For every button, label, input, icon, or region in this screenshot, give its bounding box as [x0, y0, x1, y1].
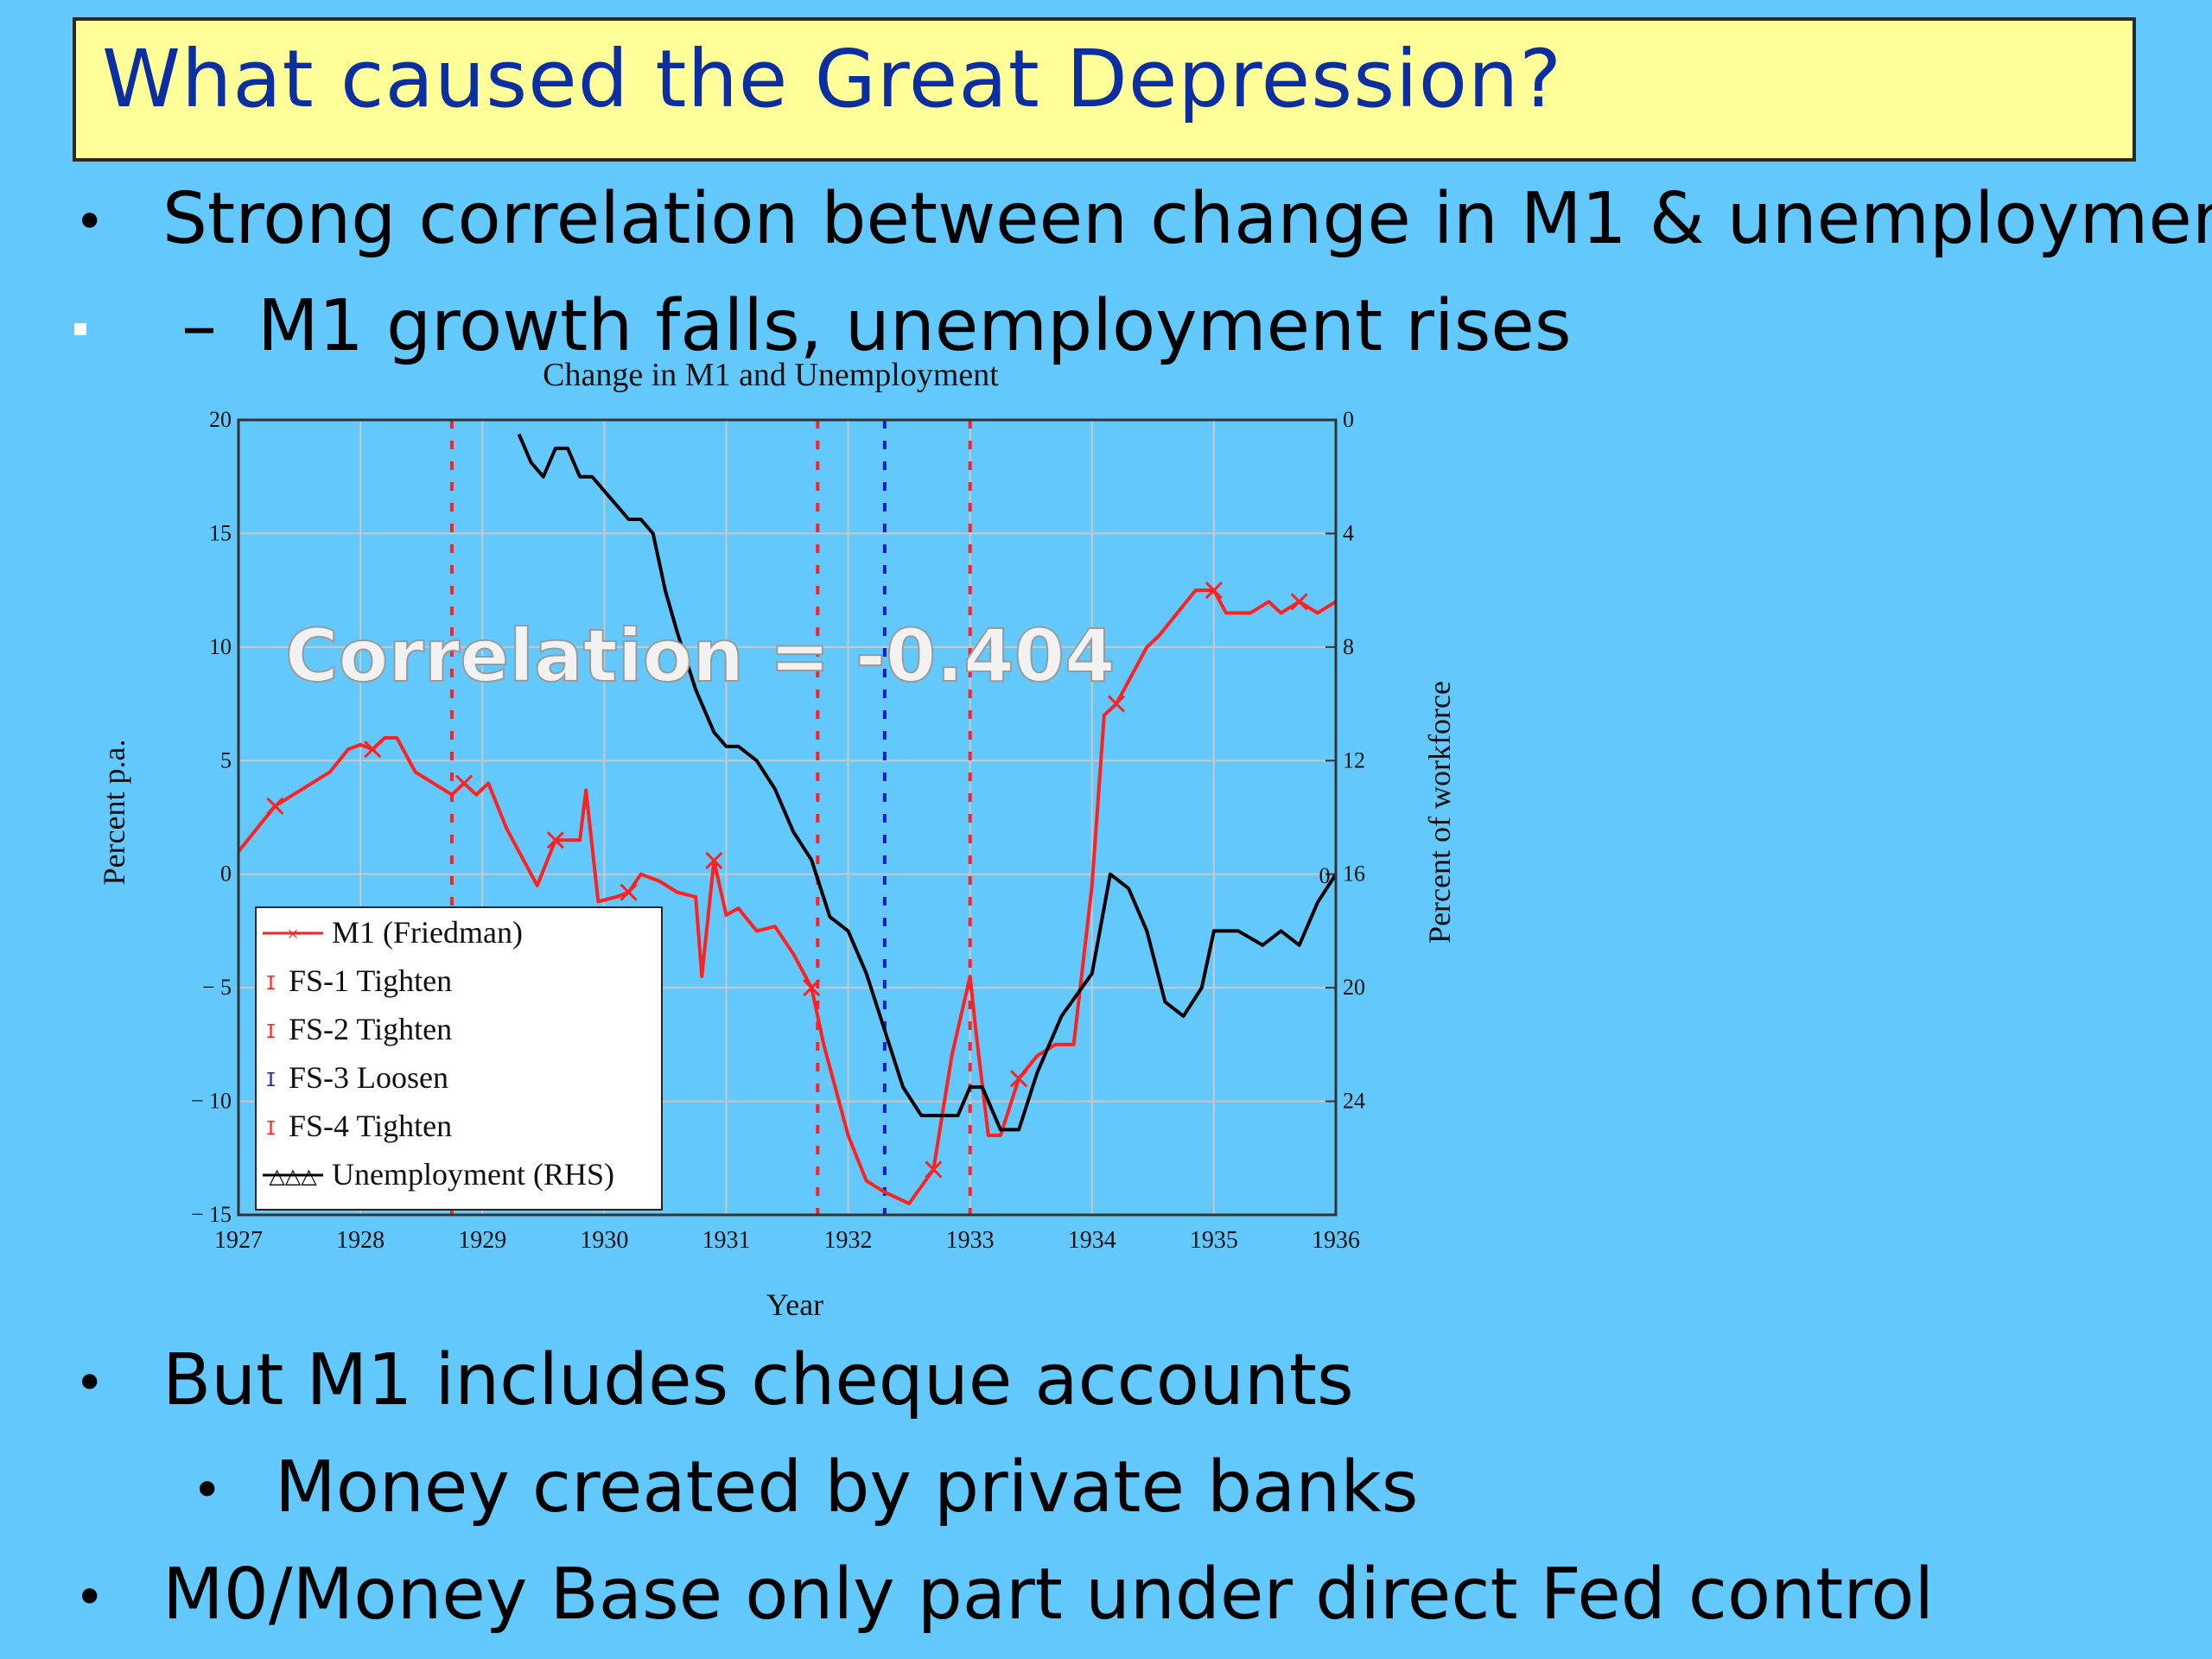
- m1-marker: [1107, 695, 1126, 713]
- chart-series: [238, 433, 1336, 1205]
- m1-marker: [364, 741, 382, 759]
- y-tick-label: 5: [220, 747, 232, 772]
- y2-tick-label: 0: [1343, 407, 1354, 432]
- x-tick-label: 1928: [336, 1227, 385, 1254]
- legend-marker: ⵊ: [266, 1117, 276, 1139]
- y-tick-label: 15: [209, 520, 232, 545]
- chart-legend: × M1 (Friedman) ⵊ FS-1 Tighten ⵊ FS-2 Tighten…: [255, 906, 663, 1211]
- sub-bullet-text: M1 growth falls, unemployment rises: [257, 285, 1572, 367]
- y-tick-label: 0: [220, 861, 232, 887]
- m1-marker: [266, 797, 284, 815]
- bullet-marker: •: [74, 1353, 105, 1414]
- m1-marker: [1205, 582, 1223, 600]
- y2-tick-label: 8: [1343, 634, 1354, 659]
- x-tick-label: 1936: [1312, 1227, 1360, 1254]
- dash-marker: –: [181, 285, 217, 367]
- unemployment-line: [517, 433, 1336, 1132]
- sub-bullet-text: Money created by private banks: [275, 1446, 1419, 1529]
- m1-marker: [1010, 1070, 1028, 1088]
- correlation-annotation: Correlation = -0.404: [285, 613, 1116, 698]
- y2-axis-label: Percent of workforce: [1422, 681, 1457, 944]
- y-tick-label: − 10: [191, 1089, 232, 1114]
- y-tick-label: − 15: [191, 1202, 232, 1227]
- legend-marker: ×: [287, 924, 299, 946]
- m1-marker: [1290, 593, 1308, 611]
- decorative-square: [74, 323, 86, 335]
- slide-title: What caused the Great Depression?: [102, 33, 1563, 125]
- x-tick-label: 1935: [1190, 1227, 1238, 1254]
- x-tick-label: 1932: [824, 1227, 873, 1254]
- m1-marker: [620, 883, 638, 901]
- x-tick-label: 1933: [946, 1227, 995, 1254]
- legend-box: [255, 906, 663, 1211]
- chart-title: Change in M1 and Unemployment: [543, 357, 999, 393]
- bullet-text: But M1 includes cheque accounts: [162, 1339, 1354, 1421]
- x-tick-label: 1927: [214, 1227, 263, 1254]
- legend-label: FS-1 Tighten: [289, 963, 452, 998]
- y2-tick-label: 16: [1343, 861, 1365, 887]
- m1-marker: [546, 831, 564, 849]
- m1-line: [238, 588, 1336, 1205]
- m1-marker: [803, 979, 821, 997]
- x-tick-label: 1929: [458, 1227, 506, 1254]
- legend-label: FS-4 Tighten: [289, 1109, 452, 1143]
- legend-marker: ⵊ: [266, 1020, 276, 1042]
- bullet-text: M0/Money Base only part under direct Fed…: [162, 1554, 1935, 1636]
- bullet-marker: •: [74, 1567, 105, 1628]
- y-tick-label: 20: [209, 407, 232, 432]
- bullet-marker: •: [74, 192, 105, 252]
- chart-svg: 1927 1928 1929 1930 1931 1932 1933 1934 1935 1936…: [97, 357, 1457, 1322]
- y2-tick-label: 12: [1343, 747, 1365, 772]
- y2-tick-label: 20: [1343, 975, 1365, 1000]
- x-tick-label: 1931: [702, 1227, 750, 1254]
- y2-tick-label: 24: [1343, 1089, 1365, 1114]
- chart-event-lines: [449, 420, 972, 1215]
- plot-frame: [237, 418, 1338, 1217]
- legend-marker: ⵊ: [266, 1069, 276, 1090]
- m1-marker: [705, 851, 723, 870]
- x-axis-label: Year: [766, 1287, 823, 1322]
- legend-label: M1 (Friedman): [332, 915, 523, 950]
- legend-marker: ⵊ: [266, 972, 276, 994]
- slide-title-box: What caused the Great Depression?: [73, 17, 2136, 162]
- y2-tick-label: 4: [1343, 520, 1354, 545]
- legend-label: FS-3 Loosen: [289, 1060, 448, 1095]
- y-tick-label: − 5: [202, 975, 232, 1000]
- y-axis-label: Percent p.a.: [97, 740, 131, 886]
- extra-zero-label: 0: [1319, 863, 1331, 888]
- bullet-text: Strong correlation between change in M1 …: [162, 178, 2212, 260]
- x-tick-label: 1930: [580, 1227, 628, 1254]
- y-tick-label: 10: [209, 634, 232, 659]
- bullet-marker: •: [192, 1460, 223, 1521]
- m1-marker: [454, 774, 474, 792]
- chart-ticks: 1927 1928 1929 1930 1931 1932 1933 1934 1935 1936…: [191, 407, 1365, 1254]
- chart: 1927 1928 1929 1930 1931 1932 1933 1934 1935 1936…: [86, 354, 1469, 1339]
- legend-label: Unemployment (RHS): [332, 1157, 614, 1192]
- m1-marker: [925, 1160, 943, 1179]
- legend-label: FS-2 Tighten: [289, 1012, 452, 1046]
- legend-marker: △△△: [269, 1166, 317, 1188]
- x-tick-label: 1934: [1068, 1227, 1116, 1254]
